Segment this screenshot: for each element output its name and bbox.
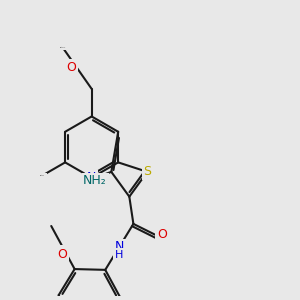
Text: N: N	[87, 171, 96, 184]
Text: O: O	[58, 247, 68, 260]
Text: methoxy: methoxy	[60, 47, 66, 48]
Text: O: O	[58, 248, 68, 261]
Text: NH₂: NH₂	[83, 174, 107, 187]
Text: O: O	[67, 61, 76, 74]
Text: methyl: methyl	[40, 175, 45, 176]
Text: methoxy: methoxy	[58, 45, 64, 46]
Text: H: H	[115, 250, 124, 260]
Text: S: S	[143, 165, 151, 178]
Text: O: O	[157, 227, 167, 241]
Text: N: N	[115, 240, 124, 254]
